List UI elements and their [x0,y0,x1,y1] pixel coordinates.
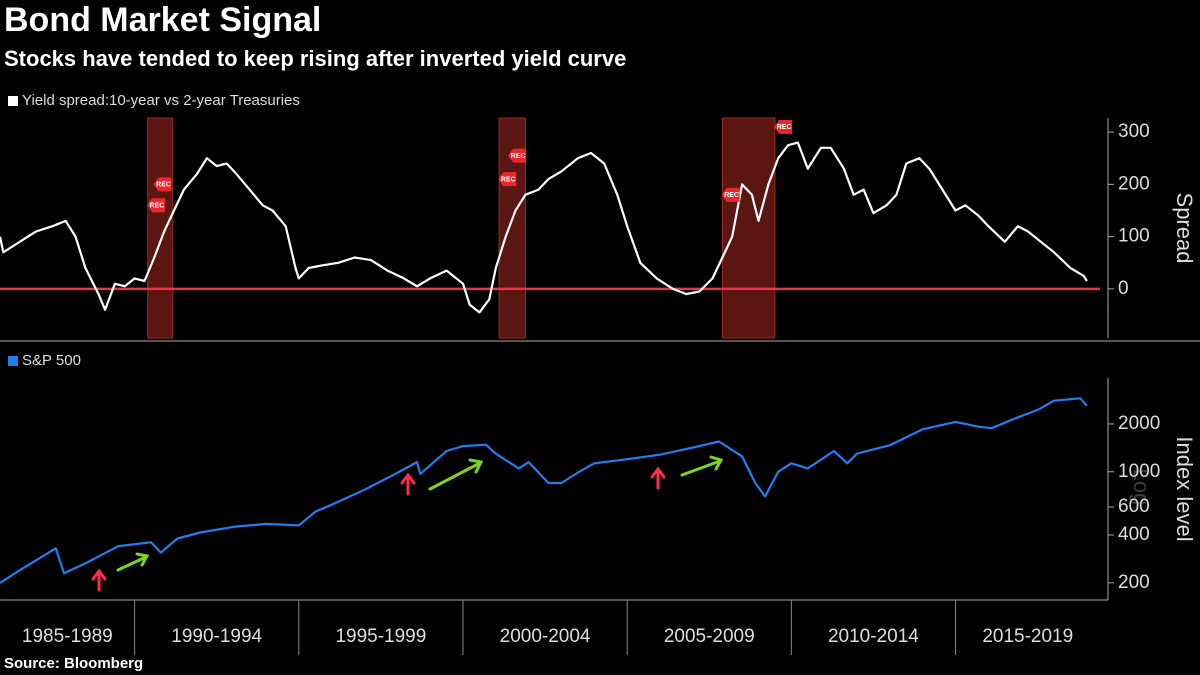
x-period-label: 2005-2009 [664,626,755,647]
y-tick-label: 600 [1118,496,1150,517]
rec-label: REC [777,124,792,131]
rec-marker [508,148,527,163]
y-tick-label: 200 [1118,173,1150,194]
rec-marker [153,177,172,192]
arrows [91,455,724,592]
y-tick-label: 0 [1118,278,1129,299]
rec-label: REC [511,153,526,160]
x-period-label: 1985-1989 [22,626,113,647]
x-period-label: 2015-2019 [982,626,1073,647]
y-tick-label: 100 [1118,226,1150,247]
y-axis-title: Spread [1172,193,1197,264]
y-tick-label: 300 [1118,121,1150,142]
red-arrow [650,466,666,490]
y-tick-label: 2000 [1118,413,1160,434]
rec-label: REC [501,176,516,183]
source: Source: Bloomberg [4,655,143,672]
red-arrow [400,472,416,496]
y-axis-title: Index level [1172,436,1197,541]
data-line [0,397,1088,584]
legend-label: S&P 500 [22,352,81,369]
red-arrow [91,568,107,592]
scale-label: Log [1129,469,1154,506]
rec-marker [498,172,517,187]
rec-label: REC [150,203,165,210]
rec-marker [146,198,165,213]
green-arrow [428,458,484,491]
data-line [0,141,1088,314]
y-tick-label: 1000 [1118,461,1160,482]
x-period-label: 2000-2004 [500,626,591,647]
rec-label: REC [724,192,739,199]
rec-marker [774,119,793,134]
legend-label: Yield spread:10-year vs 2-year Treasurie… [22,92,300,109]
rec-marker [721,187,740,202]
legend-swatch [8,96,18,106]
chart-subtitle: Stocks have tended to keep rising after … [4,46,626,71]
chart-title: Bond Market Signal [4,1,321,39]
y-tick-label: 200 [1118,572,1150,593]
x-period-label: 1990-1994 [171,626,262,647]
x-period-label: 2010-2014 [828,626,919,647]
recession-shade [147,117,173,339]
legend-swatch [8,356,18,366]
green-arrow [680,455,724,477]
rec-label: REC [156,182,171,189]
y-tick-label: 400 [1118,524,1150,545]
green-arrow [116,552,150,572]
x-period-label: 1995-1999 [335,626,426,647]
recession-shade [721,117,776,339]
